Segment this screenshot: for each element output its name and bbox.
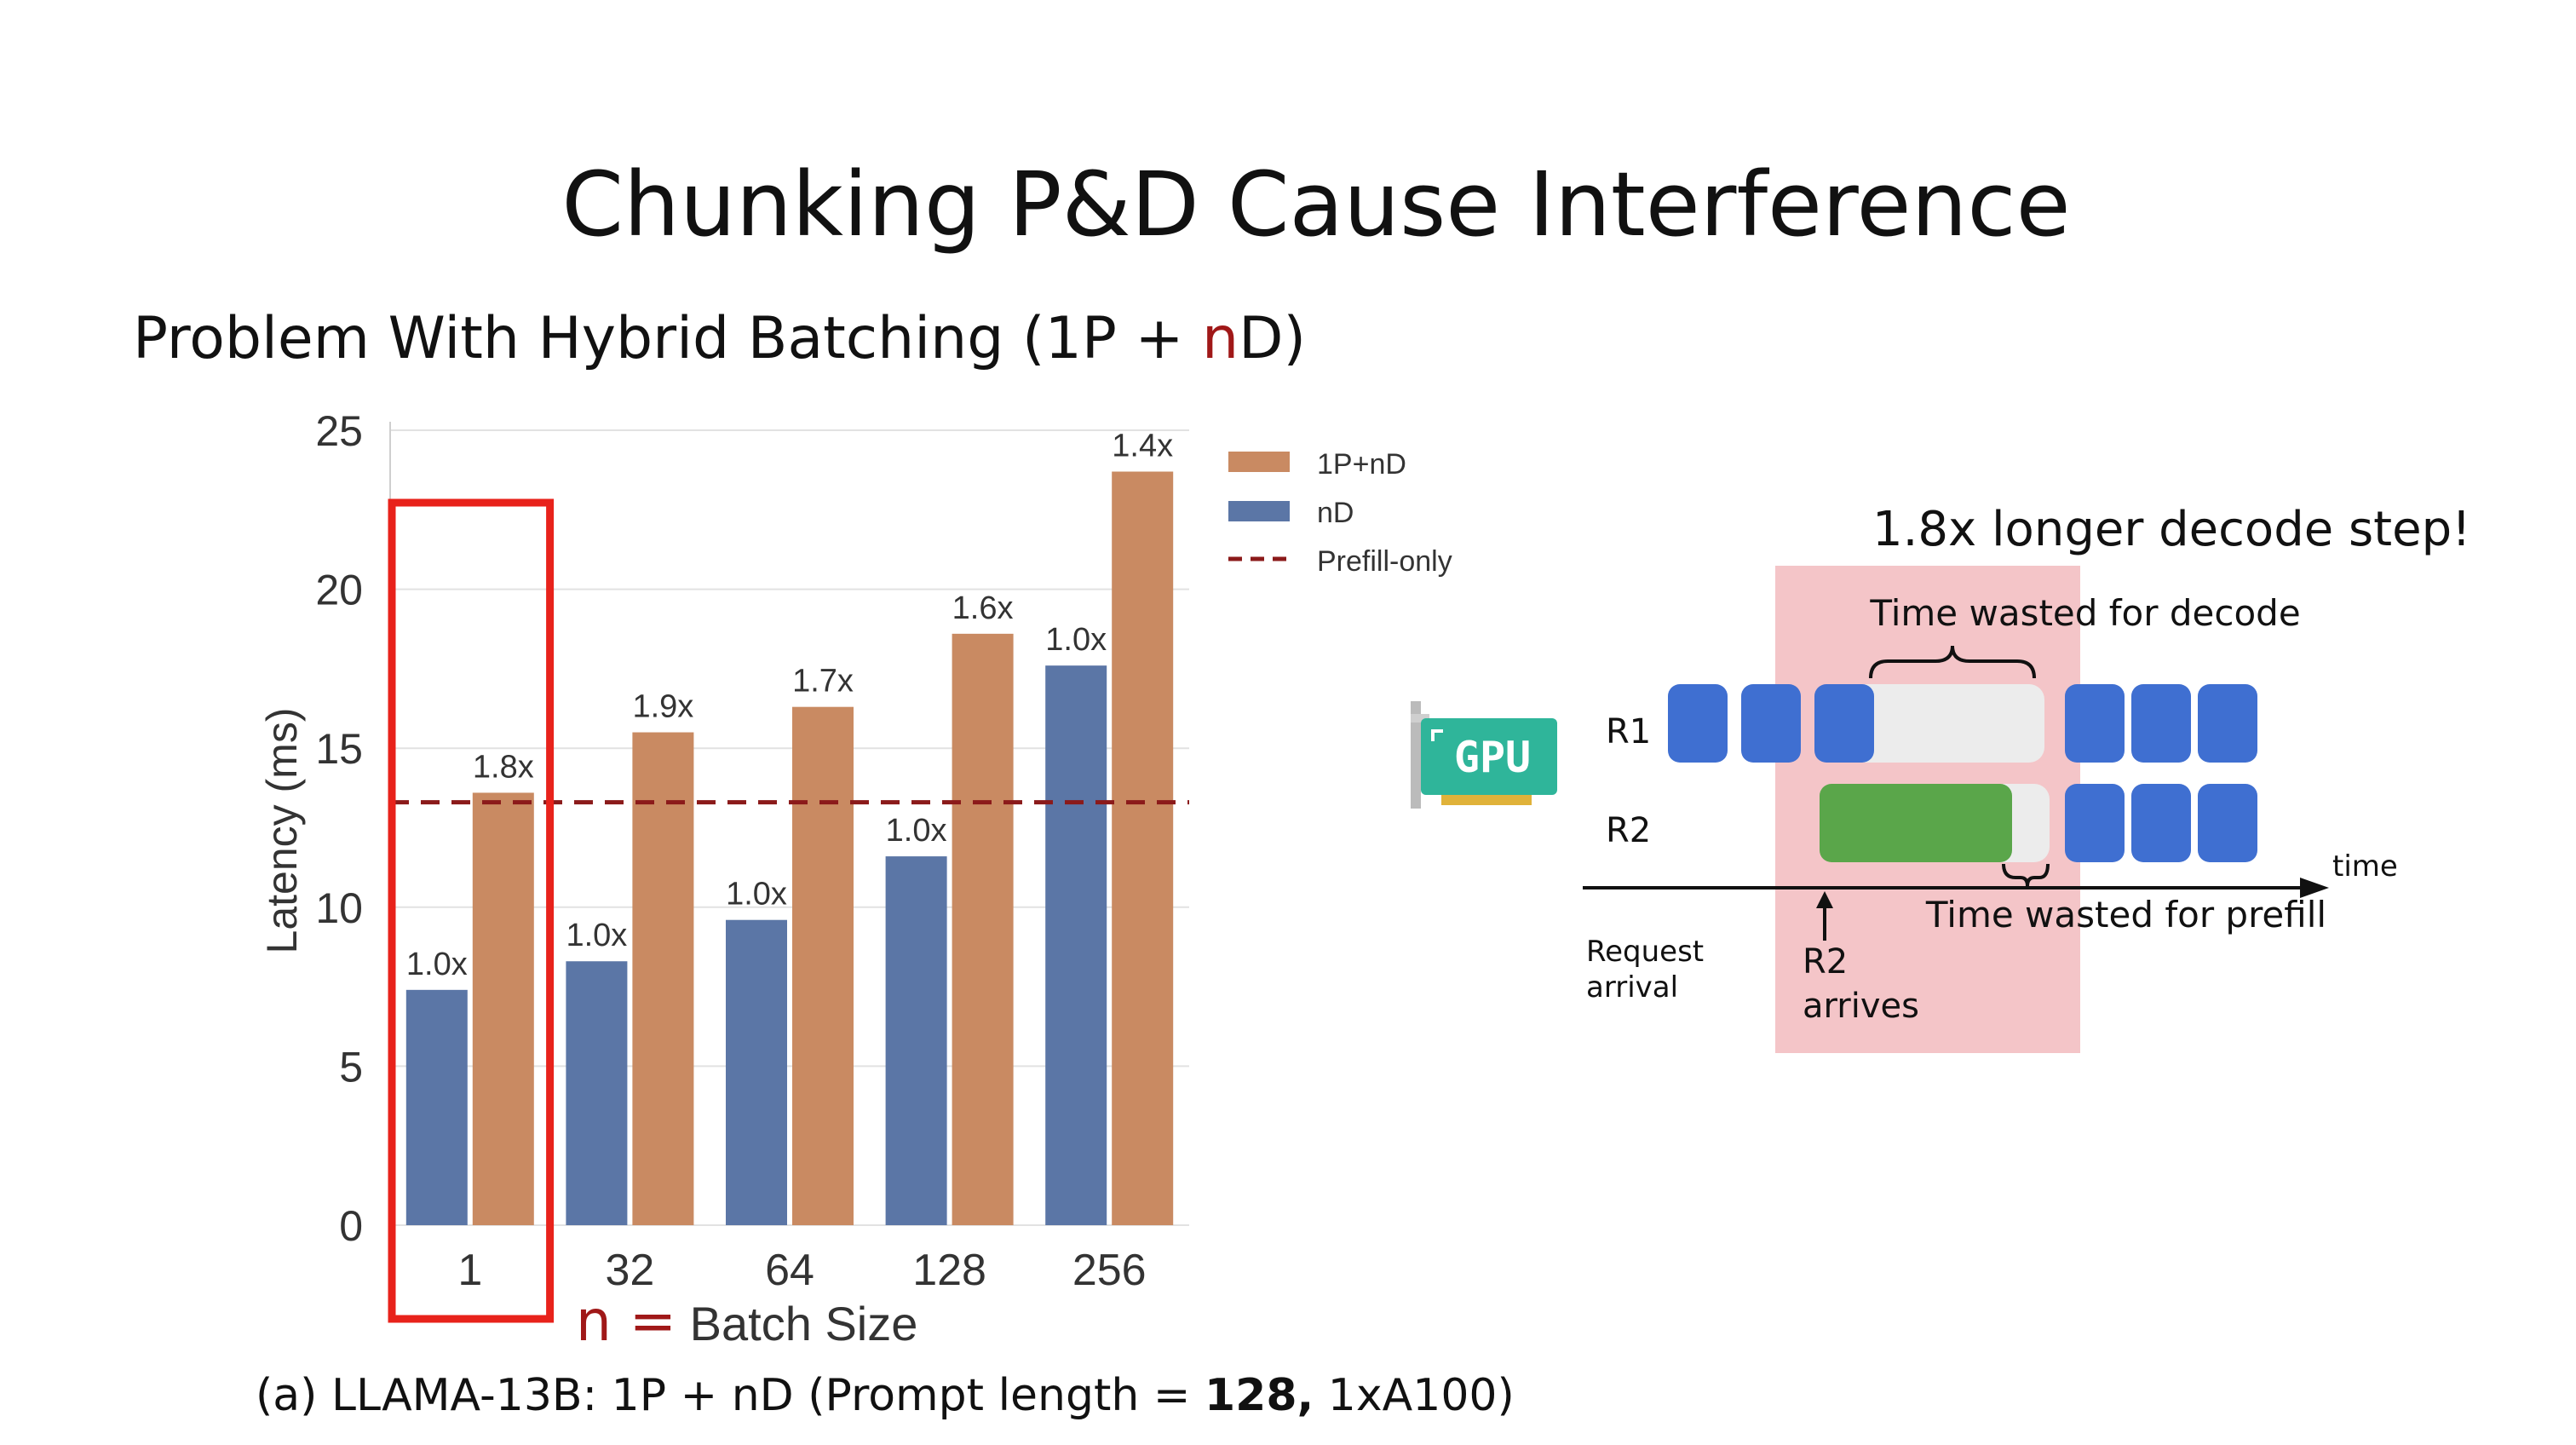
r2-decode-block xyxy=(2065,784,2125,862)
chart-bar-labels: 1.0x 1.8x 1.0x 1.9x 1.0x 1.7x 1.0x 1.6x 1.0x 1.4x xyxy=(406,429,1173,982)
y-tick-label: 10 xyxy=(315,884,363,932)
bar-data-label: 1.7x xyxy=(792,664,854,699)
r1-decode-block xyxy=(2065,684,2125,763)
bar-nd-64 xyxy=(726,919,787,1225)
subtitle-n: n xyxy=(1202,305,1239,372)
x-axis-label-n: n = xyxy=(576,1288,676,1354)
y-tick-label: 20 xyxy=(315,567,363,614)
chart-legend: 1P+nD nD Prefill-only xyxy=(1228,448,1452,578)
subtitle-part2: D) xyxy=(1239,305,1306,372)
bar-1p-nd-32 xyxy=(632,732,694,1225)
batch-1-highlight-box xyxy=(388,498,555,1323)
row-label-r2: R2 xyxy=(1606,811,1651,850)
x-axis-label-rest: Batch Size xyxy=(676,1297,917,1350)
request-arrival-label: Request arrival xyxy=(1586,935,1713,1005)
chart-ticks: 0 5 10 15 20 25 1 32 64 128 256 xyxy=(315,407,1146,1295)
caption-suffix: 1xA100) xyxy=(1314,1370,1515,1421)
legend-label-nd: nD xyxy=(1317,497,1354,529)
subtitle: Problem With Hybrid Batching (1P + nD) xyxy=(133,305,1306,372)
x-tick-label-256: 256 xyxy=(1072,1246,1147,1295)
bar-data-label: 1.4x xyxy=(1112,429,1173,464)
legend-swatch-nd xyxy=(1228,501,1290,521)
r1-decode-block xyxy=(2198,684,2257,763)
bar-nd-256 xyxy=(1045,665,1107,1225)
r2-decode-block xyxy=(2198,784,2257,862)
r2-arrives-label: R2 arrives xyxy=(1803,942,1919,1026)
row-label-r1: R1 xyxy=(1606,712,1651,751)
y-tick-label: 15 xyxy=(315,725,363,773)
caption-prefix: (a) LLAMA-13B: 1P + nD (Prompt length = xyxy=(256,1370,1205,1421)
y-tick-label: 0 xyxy=(339,1202,363,1250)
legend-label-1p-nd: 1P+nD xyxy=(1317,448,1406,481)
legend-swatch-1p-nd xyxy=(1228,452,1290,472)
bar-nd-32 xyxy=(566,961,628,1225)
decode-waste-brace xyxy=(1869,645,2036,679)
bar-data-label: 1.8x xyxy=(473,749,534,785)
bar-data-label: 1.0x xyxy=(1045,622,1107,658)
y-tick-label: 5 xyxy=(339,1043,363,1091)
x-tick-label-1: 1 xyxy=(457,1246,482,1295)
r1-decode-block xyxy=(1814,684,1874,763)
x-tick-label-32: 32 xyxy=(605,1246,654,1295)
interference-diagram: 1.8x longer decode step! Time wasted for… xyxy=(1411,502,2471,1053)
gpu-icon: GPU xyxy=(1411,701,1557,809)
time-axis-label: time xyxy=(2332,849,2398,884)
bar-data-label: 1.9x xyxy=(632,689,693,725)
x-tick-label-128: 128 xyxy=(912,1246,986,1295)
bar-1p-nd-1 xyxy=(472,792,534,1225)
bar-data-label: 1.0x xyxy=(726,877,787,912)
latency-bar-chart: 1.0x 1.8x 1.0x 1.9x 1.0x 1.7x 1.0x 1.6x 1.0x 1.4x… xyxy=(256,407,1515,1421)
bar-data-label: 1.0x xyxy=(566,918,627,953)
diagram-headline: 1.8x longer decode step! xyxy=(1872,502,2471,557)
y-axis-label: Latency (ms) xyxy=(258,708,306,954)
x-tick-label-64: 64 xyxy=(765,1246,814,1295)
bar-1p-nd-64 xyxy=(792,706,854,1225)
r1-decode-block xyxy=(1741,684,1801,763)
chart-bars xyxy=(405,471,1174,1225)
r2-decode-block xyxy=(2131,784,2191,862)
time-axis-arrowhead xyxy=(2300,878,2329,898)
caption-bold: 128, xyxy=(1205,1370,1314,1421)
r2-prefill-block xyxy=(1820,784,2012,862)
bar-data-label: 1.0x xyxy=(886,813,947,849)
x-axis-label: n = Batch Size xyxy=(576,1288,917,1354)
r2-arrival-arrowhead xyxy=(1816,891,1833,908)
prefill-waste-label: Time wasted for prefill xyxy=(1925,894,2326,936)
bar-1p-nd-256 xyxy=(1112,471,1174,1225)
subtitle-part1: Problem With Hybrid Batching (1P + xyxy=(133,305,1202,372)
r1-decode-block xyxy=(1668,684,1728,763)
gpu-label: GPU xyxy=(1454,733,1531,782)
chart-caption: (a) LLAMA-13B: 1P + nD (Prompt length = … xyxy=(256,1370,1515,1421)
legend-label-prefill-only: Prefill-only xyxy=(1317,545,1452,578)
r1-decode-block xyxy=(2131,684,2191,763)
bar-data-label: 1.0x xyxy=(406,947,468,982)
bar-nd-128 xyxy=(885,856,947,1225)
slide-title: Chunking P&D Cause Interference xyxy=(561,153,2070,256)
y-tick-label: 25 xyxy=(315,407,363,455)
bar-nd-1 xyxy=(405,989,468,1225)
decode-waste-label: Time wasted for decode xyxy=(1869,592,2300,634)
bar-1p-nd-128 xyxy=(952,633,1014,1225)
bar-data-label: 1.6x xyxy=(952,590,1014,626)
